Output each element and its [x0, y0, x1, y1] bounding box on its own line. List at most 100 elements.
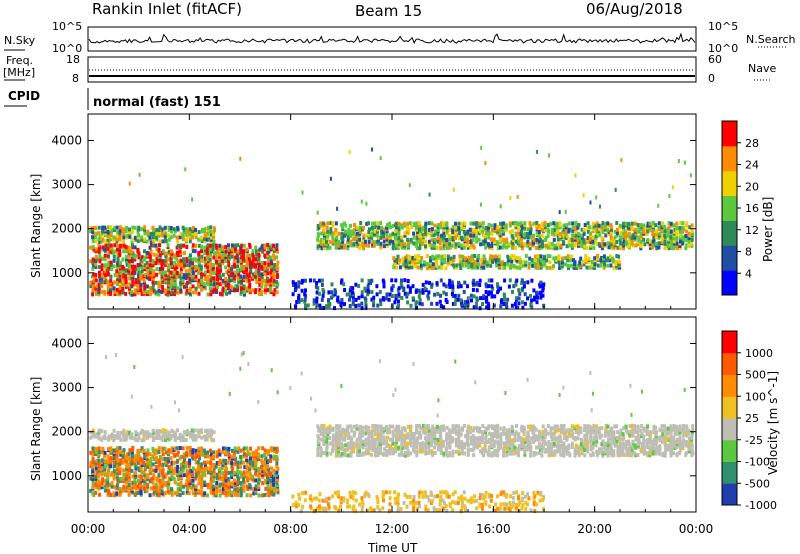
scatter-pixel: [103, 467, 107, 472]
scatter-pixel: [149, 258, 153, 263]
scatter-pixel: [103, 430, 107, 435]
scatter-pixel: [542, 303, 546, 308]
scatter-pixel: [166, 481, 170, 486]
scatter-pixel: [101, 245, 105, 250]
scatter-pixel: [98, 254, 102, 259]
scatter-pixel: [366, 284, 370, 289]
scatter-pixel: [125, 255, 128, 259]
scatter-pixel: [249, 456, 252, 461]
scatter-pixel: [460, 426, 464, 431]
scatter-pixel: [682, 237, 685, 242]
scatter-pixel: [521, 286, 525, 291]
scatter-pixel: [567, 239, 571, 244]
scatter-pixel: [98, 265, 101, 270]
scatter-pixel: [431, 424, 435, 429]
scatter-pixel: [470, 256, 474, 261]
scatter-pixel: [448, 227, 452, 232]
scatter-pixel: [511, 441, 515, 446]
scatter-pixel: [546, 444, 550, 449]
scatter-pixel: [393, 258, 397, 263]
scatter-pixel: [550, 232, 554, 237]
scatter-pixel: [673, 227, 677, 232]
scatter-pixel: [469, 245, 473, 250]
scatter-pixel: [130, 458, 134, 463]
scatter-pixel: [143, 482, 147, 487]
scatter-pixel: [169, 468, 173, 473]
scatter-pixel: [152, 450, 156, 455]
scatter-pixel: [245, 263, 249, 268]
scatter-pixel: [663, 233, 667, 238]
scatter-pixel: [481, 225, 485, 230]
scatter-pixel: [297, 293, 301, 298]
scatter-pixel: [158, 490, 162, 495]
scatter-pixel: [92, 282, 96, 287]
scatter-pixel: [116, 470, 120, 475]
scatter-pixel: [236, 469, 240, 474]
scatter-pixel: [244, 453, 248, 457]
noise-left-tick-top: 10^5: [52, 20, 82, 33]
scatter-pixel: [400, 443, 404, 448]
scatter-pixel: [414, 302, 418, 307]
scatter-pixel: [675, 225, 679, 230]
scatter-pixel: [175, 250, 179, 255]
scatter-pixel: [124, 282, 128, 287]
scatter-pixel: [620, 158, 623, 163]
scatter-pixel: [609, 230, 613, 235]
scatter-pixel: [127, 245, 131, 250]
scatter-pixel: [448, 242, 452, 247]
scatter-pixel: [447, 282, 451, 287]
scatter-pixel: [433, 292, 437, 297]
scatter-pixel: [139, 466, 143, 471]
scatter-pixel: [251, 477, 255, 482]
scatter-pixel: [487, 306, 490, 310]
scatter-pixel: [200, 489, 204, 494]
scatter-pixel: [139, 448, 143, 453]
scatter-pixel: [471, 227, 475, 232]
scatter-pixel: [227, 452, 231, 457]
scatter-pixel: [485, 295, 488, 300]
scatter-pixel: [143, 473, 147, 477]
scatter-pixel: [630, 223, 634, 228]
scatter-pixel: [158, 282, 162, 287]
scatter-pixel: [416, 232, 420, 237]
scatter-pixel: [91, 239, 95, 243]
scatter-pixel: [583, 453, 587, 458]
scatter-pixel: [424, 280, 428, 285]
scatter-pixel: [463, 442, 467, 447]
scatter-pixel: [151, 476, 155, 481]
scatter-pixel: [152, 269, 156, 274]
scatter-pixel: [209, 229, 212, 234]
scatter-pixel: [243, 452, 246, 457]
scatter-pixel: [145, 263, 149, 268]
scatter-pixel: [237, 446, 241, 451]
scatter-pixel: [360, 306, 364, 311]
scatter-pixel: [188, 485, 191, 490]
scatter-pixel: [167, 430, 171, 435]
scatter-pixel: [655, 229, 659, 234]
scatter-pixel: [607, 230, 611, 234]
scatter-pixel: [320, 437, 324, 442]
scatter-pixel: [513, 445, 517, 450]
scatter-pixel: [576, 447, 580, 452]
scatter-pixel: [161, 462, 165, 467]
scatter-pixel: [264, 456, 268, 461]
scatter-pixel: [624, 235, 628, 240]
scatter-pixel: [248, 265, 252, 270]
scatter-pixel: [251, 463, 255, 467]
scatter-pixel: [475, 221, 479, 226]
scatter-pixel: [148, 263, 152, 268]
scatter-pixel: [133, 225, 137, 230]
scatter-pixel: [245, 288, 249, 293]
scatter-pixel: [127, 491, 131, 496]
scatter-pixel: [100, 280, 104, 284]
scatter-pixel: [122, 472, 126, 477]
scatter-pixel: [351, 231, 355, 236]
scatter-pixel: [214, 254, 218, 259]
scatter-pixel: [257, 292, 261, 297]
scatter-pixel: [270, 446, 273, 451]
scatter-pixel: [164, 231, 168, 236]
scatter-pixel: [221, 471, 225, 476]
scatter-pixel: [408, 286, 412, 291]
scatter-pixel: [574, 233, 578, 238]
scatter-pixel: [497, 258, 501, 263]
